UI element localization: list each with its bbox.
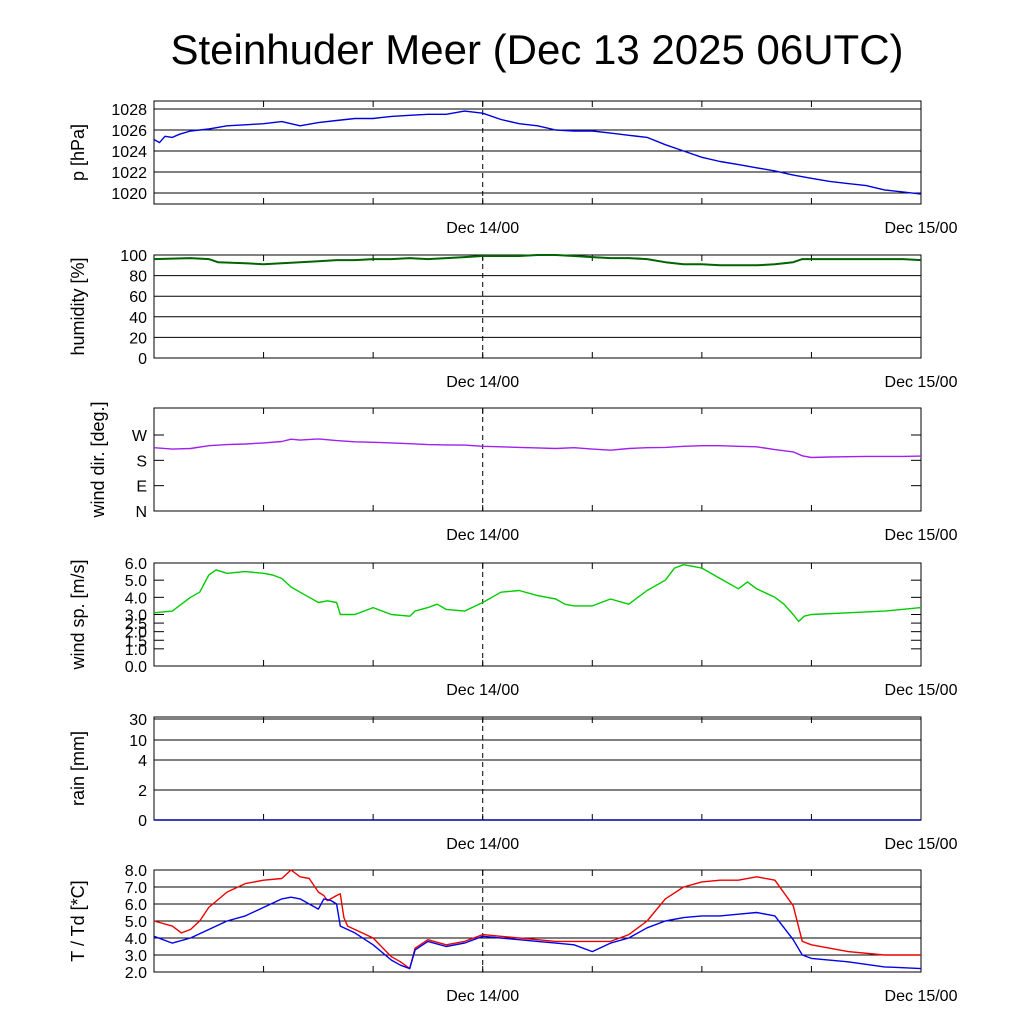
pressure-frame bbox=[153, 100, 922, 205]
rain-ytick-label-1: 2 bbox=[138, 783, 147, 800]
pressure-series-0 bbox=[153, 110, 922, 195]
wind_speed-ytick-label-8: 6.0 bbox=[125, 556, 147, 573]
rain-xtick-label-0: Dec 14/00 bbox=[446, 836, 519, 853]
humidity-ytick-label-0: 0 bbox=[138, 351, 147, 368]
rain-ytick-label-4: 30 bbox=[129, 712, 147, 729]
wind_dir-xtick-label-1: Dec 15/00 bbox=[885, 527, 958, 544]
pressure-ytick-label-2: 1024 bbox=[111, 144, 147, 161]
pressure-xtick-label-0: Dec 14/00 bbox=[446, 220, 519, 237]
humidity-ytick-label-1: 20 bbox=[129, 330, 147, 347]
rain-xtick-label-1: Dec 15/00 bbox=[885, 836, 958, 853]
rain-frame bbox=[153, 716, 922, 821]
wind_dir-ytick-label-1: E bbox=[136, 479, 147, 496]
humidity-xtick-label-1: Dec 15/00 bbox=[885, 374, 958, 391]
wind_speed-series-0 bbox=[153, 564, 922, 623]
wind_speed-ytick-label-5: 3.0 bbox=[125, 608, 147, 625]
rain-ytick-label-3: 10 bbox=[129, 733, 147, 750]
pressure-ytick-label-4: 1028 bbox=[111, 102, 147, 119]
temperature-xtick-label-1: Dec 15/00 bbox=[885, 988, 958, 1005]
humidity-ytick-label-3: 60 bbox=[129, 289, 147, 306]
wind_dir-frame bbox=[153, 407, 922, 512]
wind_speed-frame bbox=[153, 562, 922, 667]
wind_speed-ylabel: wind sp. [m/s] bbox=[68, 559, 88, 670]
temperature-ytick-label-5: 7.0 bbox=[125, 880, 147, 897]
humidity-ytick-label-5: 100 bbox=[120, 248, 147, 265]
wind_dir-ytick-label-3: W bbox=[132, 428, 148, 445]
wind_dir-series-0 bbox=[153, 438, 922, 459]
pressure-ytick-label-3: 1026 bbox=[111, 123, 147, 140]
temperature-ytick-label-3: 5.0 bbox=[125, 914, 147, 931]
wind_speed-ytick-label-0: 0.0 bbox=[125, 659, 147, 676]
rain-ytick-label-2: 4 bbox=[138, 753, 147, 770]
temperature-ytick-label-1: 3.0 bbox=[125, 948, 147, 965]
humidity-ytick-label-4: 80 bbox=[129, 269, 147, 286]
wind_speed-ytick-label-2: 1.5 bbox=[125, 633, 147, 650]
wind_speed-ytick-label-1: 1.0 bbox=[125, 642, 147, 659]
humidity-ylabel: humidity [%] bbox=[68, 257, 88, 355]
temperature-xtick-label-0: Dec 14/00 bbox=[446, 988, 519, 1005]
wind_dir-ytick-label-2: S bbox=[136, 453, 147, 470]
temperature-ylabel: T / Td [*C] bbox=[68, 880, 88, 961]
temperature-ytick-label-2: 4.0 bbox=[125, 931, 147, 948]
rain-ytick-label-0: 0 bbox=[138, 813, 147, 830]
pressure-xtick-label-1: Dec 15/00 bbox=[885, 220, 958, 237]
temperature-ytick-label-4: 6.0 bbox=[125, 897, 147, 914]
temperature-series-0 bbox=[153, 869, 921, 970]
wind_speed-ytick-label-4: 2.5 bbox=[125, 616, 147, 633]
wind_dir-xtick-label-0: Dec 14/00 bbox=[446, 527, 519, 544]
chart-title: Steinhuder Meer (Dec 13 2025 06UTC) bbox=[170, 26, 904, 73]
humidity-xtick-label-0: Dec 14/00 bbox=[446, 374, 519, 391]
wind_speed-xtick-label-1: Dec 15/00 bbox=[885, 682, 958, 699]
wind_speed-ytick-label-7: 5.0 bbox=[125, 573, 147, 590]
rain-ylabel: rain [mm] bbox=[68, 731, 88, 806]
wind_speed-ytick-label-6: 4.0 bbox=[125, 590, 147, 607]
wind_dir-ylabel: wind dir. [deg.] bbox=[88, 401, 108, 518]
pressure-ytick-label-1: 1022 bbox=[111, 165, 147, 182]
humidity-series-0 bbox=[153, 254, 922, 267]
temperature-ytick-label-6: 8.0 bbox=[125, 863, 147, 880]
wind_speed-xtick-label-0: Dec 14/00 bbox=[446, 682, 519, 699]
wind_dir-ytick-label-0: N bbox=[135, 504, 147, 521]
wind_speed-ytick-label-3: 2.0 bbox=[125, 625, 147, 642]
temperature-ytick-label-0: 2.0 bbox=[125, 965, 147, 982]
humidity-frame bbox=[153, 254, 922, 359]
pressure-ytick-label-0: 1020 bbox=[111, 186, 147, 203]
pressure-ylabel: p [hPa] bbox=[68, 124, 88, 181]
humidity-ytick-label-2: 40 bbox=[129, 310, 147, 327]
temperature-series-1 bbox=[153, 896, 922, 970]
